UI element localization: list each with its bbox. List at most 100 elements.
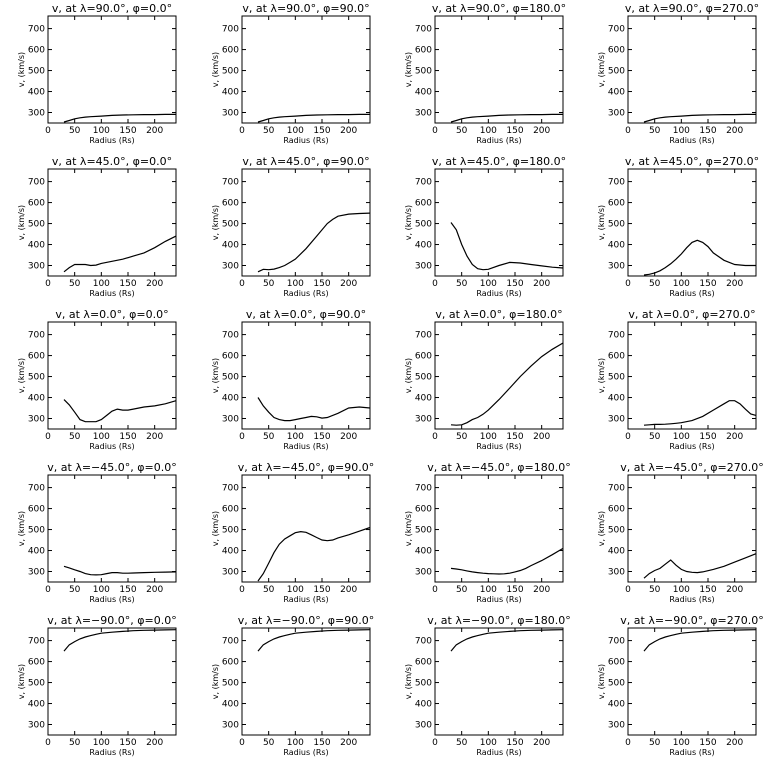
y-axis-label: v, (km/s) [17, 52, 26, 87]
x-tick-label: 100 [287, 432, 304, 442]
x-tick-label: 100 [480, 585, 497, 595]
y-tick-label: 700 [608, 484, 625, 494]
series-line [63, 565, 177, 576]
x-tick-label: 100 [673, 279, 690, 289]
y-tick-label: 500 [222, 373, 239, 383]
panel: v, at λ=0.0°, φ=180.0° 0 50 100 150 200 300 400… [404, 308, 564, 451]
plot-frame [627, 321, 757, 430]
x-tick-label: 0 [432, 279, 438, 289]
x-tick-label: 0 [432, 585, 438, 595]
y-tick-label: 400 [415, 241, 432, 251]
y-tick-label: 500 [222, 526, 239, 536]
y-tick-label: 700 [415, 25, 432, 35]
y-axis-label: v, (km/s) [404, 511, 413, 546]
y-tick-label: 400 [608, 547, 625, 557]
x-tick-label: 100 [287, 738, 304, 748]
x-axis-label: Radius (Rs) [89, 136, 134, 145]
x-tick-label: 100 [480, 432, 497, 442]
plot-frame [434, 474, 564, 583]
y-tick-label: 400 [222, 88, 239, 98]
x-axis-label: Radius (Rs) [476, 595, 521, 604]
x-tick-label: 50 [649, 126, 661, 136]
y-tick-label: 400 [222, 700, 239, 710]
y-tick-label: 500 [415, 373, 432, 383]
panel-title: v, at λ=0.0°, φ=180.0° [435, 308, 562, 321]
x-tick-label: 50 [649, 432, 661, 442]
y-tick-label: 400 [28, 700, 45, 710]
y-tick-label: 600 [608, 46, 625, 56]
y-tick-label: 400 [222, 394, 239, 404]
x-tick-label: 200 [146, 126, 163, 136]
x-tick-label: 150 [119, 432, 136, 442]
x-tick-label: 150 [119, 738, 136, 748]
x-tick-label: 100 [93, 585, 110, 595]
y-tick-label: 700 [222, 331, 239, 341]
y-tick-label: 300 [415, 415, 432, 425]
y-tick-label: 500 [608, 373, 625, 383]
x-tick-label: 0 [239, 738, 245, 748]
y-axis-label: v, (km/s) [404, 358, 413, 393]
x-tick-label: 0 [45, 126, 51, 136]
x-tick-label: 200 [146, 585, 163, 595]
x-tick-label: 50 [456, 126, 468, 136]
x-axis-label: Radius (Rs) [89, 442, 134, 451]
x-tick-label: 200 [533, 126, 550, 136]
x-tick-label: 0 [45, 738, 51, 748]
y-tick-label: 600 [222, 352, 239, 362]
y-tick-label: 600 [415, 505, 432, 515]
plot-frame [434, 321, 564, 430]
x-tick-label: 100 [673, 126, 690, 136]
x-tick-label: 200 [726, 126, 743, 136]
panel: v, at λ=0.0°, φ=270.0° 0 50 100 150 200 300 400… [597, 308, 757, 451]
x-axis-label: Radius (Rs) [476, 748, 521, 757]
panel: v, at λ=−90.0°, φ=90.0° 0 50 100 150 200 300 40… [211, 614, 374, 757]
y-tick-label: 700 [28, 25, 45, 35]
series-line [450, 222, 564, 271]
x-tick-label: 150 [313, 738, 330, 748]
x-tick-label: 200 [726, 585, 743, 595]
y-tick-label: 300 [415, 262, 432, 272]
x-axis-label: Radius (Rs) [283, 289, 328, 298]
x-tick-label: 200 [340, 432, 357, 442]
y-axis-label: v, (km/s) [597, 511, 606, 546]
panel-title: v, at λ=90.0°, φ=270.0° [625, 2, 759, 15]
x-tick-label: 50 [649, 279, 661, 289]
x-tick-label: 100 [480, 279, 497, 289]
x-tick-label: 200 [533, 738, 550, 748]
x-tick-label: 0 [239, 585, 245, 595]
x-tick-label: 200 [533, 585, 550, 595]
panel-title: v, at λ=−90.0°, φ=0.0° [47, 614, 176, 627]
x-tick-label: 200 [146, 432, 163, 442]
x-tick-label: 0 [625, 432, 631, 442]
x-tick-label: 50 [263, 279, 275, 289]
panel: v, at λ=45.0°, φ=90.0° 0 50 100 150 200 300 400… [211, 155, 371, 298]
x-axis-label: Radius (Rs) [669, 442, 714, 451]
y-tick-label: 300 [28, 415, 45, 425]
x-axis-label: Radius (Rs) [669, 289, 714, 298]
panel-title: v, at λ=45.0°, φ=90.0° [242, 155, 369, 168]
series-line [643, 629, 757, 652]
x-tick-label: 150 [699, 738, 716, 748]
panel: v, at λ=45.0°, φ=270.0° 0 50 100 150 200 300 40… [597, 155, 759, 298]
y-axis-label: v, (km/s) [211, 52, 220, 87]
y-tick-label: 600 [28, 658, 45, 668]
series-line [450, 629, 564, 652]
x-tick-label: 150 [506, 432, 523, 442]
x-axis-label: Radius (Rs) [283, 442, 328, 451]
plot-frame [47, 168, 177, 277]
panel: v, at λ=0.0°, φ=0.0° 0 50 100 150 200 300 400 50… [17, 308, 177, 451]
y-tick-label: 300 [608, 262, 625, 272]
x-tick-label: 200 [146, 279, 163, 289]
y-tick-label: 500 [415, 67, 432, 77]
x-tick-label: 50 [263, 585, 275, 595]
y-axis-label: v, (km/s) [17, 664, 26, 699]
y-tick-label: 400 [28, 394, 45, 404]
y-tick-label: 500 [415, 679, 432, 689]
x-tick-label: 50 [263, 126, 275, 136]
y-tick-label: 500 [608, 679, 625, 689]
panel-title: v, at λ=−45.0°, φ=90.0° [238, 461, 374, 474]
y-tick-label: 600 [222, 658, 239, 668]
x-tick-label: 50 [649, 738, 661, 748]
y-axis-label: v, (km/s) [211, 205, 220, 240]
x-axis-label: Radius (Rs) [669, 748, 714, 757]
